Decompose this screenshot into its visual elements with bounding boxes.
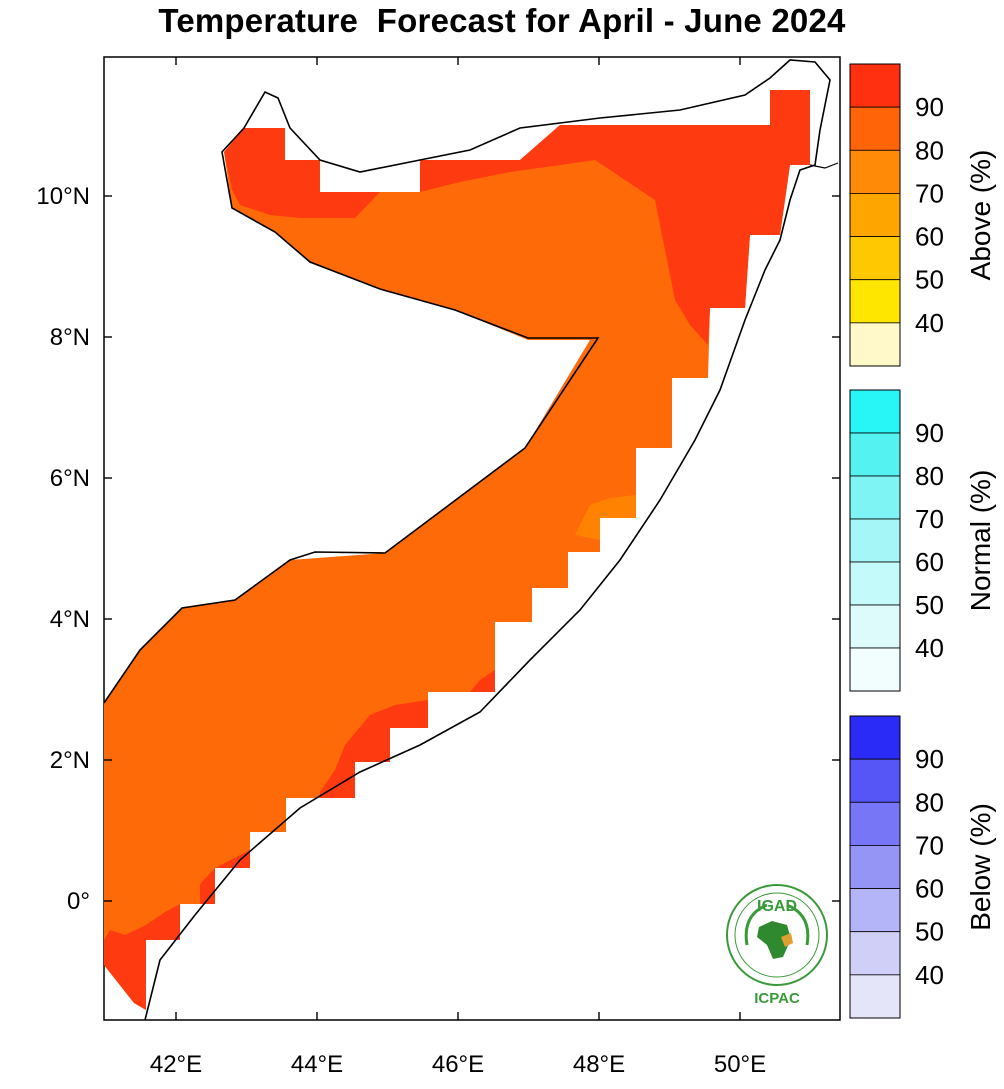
lat-label: 4°N [50,606,90,633]
colorbar-segment [849,432,901,477]
red-patch-south-2 [104,925,146,1010]
colorbar-tick-label: 60 [915,547,944,577]
colorbar-title: Below (%) [965,803,996,931]
colorbar-segment [849,715,901,760]
colorbar-tick-label: 40 [915,308,944,338]
red-patch-south-5 [470,670,495,692]
latitude-axis: 10°N 8°N 6°N 4°N 2°N 0° [36,183,840,915]
colorbar-segment [849,801,901,846]
lat-label: 0° [67,888,90,915]
colorbar-tick-label: 70 [915,830,944,860]
colorbar-tick-label: 90 [915,744,944,774]
red-patch-south-3 [146,904,180,940]
lat-label: 6°N [50,465,90,492]
colorbar-below: 90 80 70 60 50 40 Below (%) [849,715,996,1019]
lat-label: 2°N [50,747,90,774]
logo-bottom-text: ICPAC [754,990,800,1007]
lon-label: 42°E [150,1051,202,1078]
colorbar-segment [849,149,901,194]
red-patch-northeast [420,90,810,345]
colorbar-segment [849,647,901,692]
colorbar-border [849,389,901,692]
colorbar-segment [849,604,901,649]
colorbar-segment [849,279,901,324]
colorbar-tick-label: 50 [915,590,944,620]
colorbar-tick-label: 60 [915,874,944,904]
lon-label: 46°E [432,1051,484,1078]
colorbar-tick-label: 80 [915,787,944,817]
colorbar-tick-label: 50 [915,265,944,295]
logo-top-text: IGAD [757,898,797,915]
colorbar-segment [849,845,901,889]
colorbar-tick-label: 50 [915,917,944,947]
colorbar-tick-label: 40 [915,633,944,663]
orange-patch-east [575,495,636,540]
colorbar-title: Above (%) [965,150,996,281]
lat-label: 8°N [50,324,90,351]
colorbar-border [849,63,901,367]
map-title: Temperature Forecast for April - June 20… [158,2,846,39]
igad-icpac-logo: IGAD ICPAC [726,884,828,1007]
above-forecast-region [104,90,810,1010]
longitude-axis: 42°E 44°E 46°E 48°E 50°E [150,57,766,1078]
colorbar-segment [849,758,901,803]
colorbar-tick-label: 70 [915,178,944,208]
forecast-fill-layer [104,90,810,1010]
colorbar-segment [849,475,901,520]
colorbar-above: 90 80 70 60 50 40 Above (%) [849,63,996,367]
lat-label: 10°N [36,183,90,210]
colorbar-tick-label: 90 [915,92,944,122]
colorbar-title: Normal (%) [965,470,996,612]
colorbar-segment [849,561,901,606]
colorbar-tick-label: 70 [915,504,944,534]
colorbar-segment [849,63,901,108]
colorbar-segment [849,236,901,281]
colorbar-segment [849,322,901,367]
colorbar-segment [849,518,901,563]
country-outline [103,59,831,1021]
lon-label: 48°E [573,1051,625,1078]
colorbar-normal: 90 80 70 60 50 40 Normal (%) [849,389,996,692]
colorbar-segment [849,974,901,1019]
colorbar-tick-label: 40 [915,960,944,990]
colorbar-segment [849,106,901,151]
lon-label: 50°E [714,1051,766,1078]
red-patch-south-1 [320,700,428,798]
colorbar-segment [849,888,901,933]
red-patch-northwest [224,128,380,218]
colorbar-tick-label: 60 [915,222,944,252]
lon-label: 44°E [291,1051,343,1078]
colorbar-tick-label: 80 [915,461,944,491]
colorbar-segment [849,931,901,976]
colorbar-segment [849,389,901,434]
colorbar-tick-label: 80 [915,135,944,165]
colorbar-border [849,715,901,1019]
coast-notch [809,162,839,169]
colorbar-tick-label: 90 [915,418,944,448]
colorbar-group: 90 80 70 60 50 40 Above (%) 90 80 70 60 50 40 Normal … [849,63,996,1019]
colorbar-segment [849,193,901,237]
